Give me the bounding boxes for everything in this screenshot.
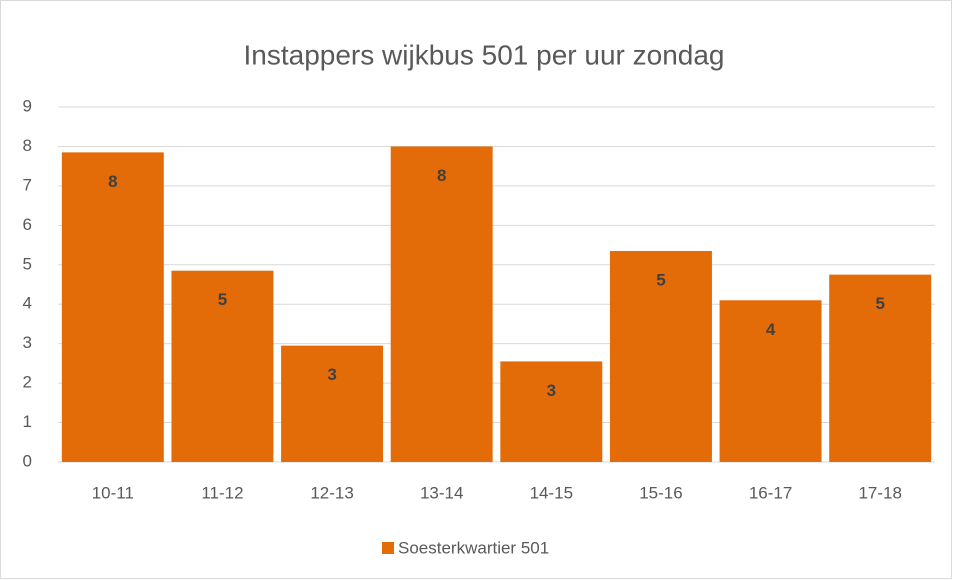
bar bbox=[609, 250, 712, 462]
bar bbox=[390, 146, 493, 462]
bar bbox=[281, 345, 384, 462]
legend-swatch bbox=[382, 542, 394, 554]
y-tick-label: 3 bbox=[23, 333, 32, 352]
y-tick-label: 9 bbox=[23, 96, 32, 115]
x-tick-label: 11-12 bbox=[201, 483, 243, 502]
data-label: 5 bbox=[656, 270, 665, 289]
chart-title: Instappers wijkbus 501 per uur zondag bbox=[244, 39, 725, 70]
x-tick-label: 17-18 bbox=[858, 483, 901, 502]
bar bbox=[719, 300, 822, 462]
data-label: 5 bbox=[875, 294, 884, 313]
data-label: 3 bbox=[547, 381, 556, 400]
data-label: 3 bbox=[327, 365, 336, 384]
y-tick-label: 0 bbox=[23, 451, 32, 470]
x-tick-label: 12-13 bbox=[310, 483, 353, 502]
x-tick-label: 13-14 bbox=[420, 483, 463, 502]
y-tick-label: 8 bbox=[23, 136, 32, 155]
y-tick-label: 5 bbox=[23, 254, 32, 273]
y-tick-label: 4 bbox=[23, 294, 32, 313]
bar bbox=[500, 361, 603, 462]
data-label: 4 bbox=[766, 320, 776, 339]
data-label: 8 bbox=[437, 166, 446, 185]
bar bbox=[171, 270, 274, 462]
y-tick-label: 6 bbox=[23, 215, 32, 234]
x-tick-label: 15-16 bbox=[639, 483, 682, 502]
x-tick-label: 14-15 bbox=[530, 483, 573, 502]
bar bbox=[829, 274, 932, 462]
y-tick-label: 7 bbox=[23, 175, 32, 194]
data-label: 5 bbox=[218, 290, 227, 309]
bar bbox=[61, 152, 164, 462]
x-tick-label: 10-11 bbox=[92, 483, 134, 502]
x-tick-label: 16-17 bbox=[749, 483, 792, 502]
y-tick-label: 2 bbox=[23, 373, 32, 392]
legend-label: Soesterkwartier 501 bbox=[398, 538, 549, 557]
y-tick-label: 1 bbox=[23, 412, 32, 431]
data-label: 8 bbox=[108, 172, 117, 191]
